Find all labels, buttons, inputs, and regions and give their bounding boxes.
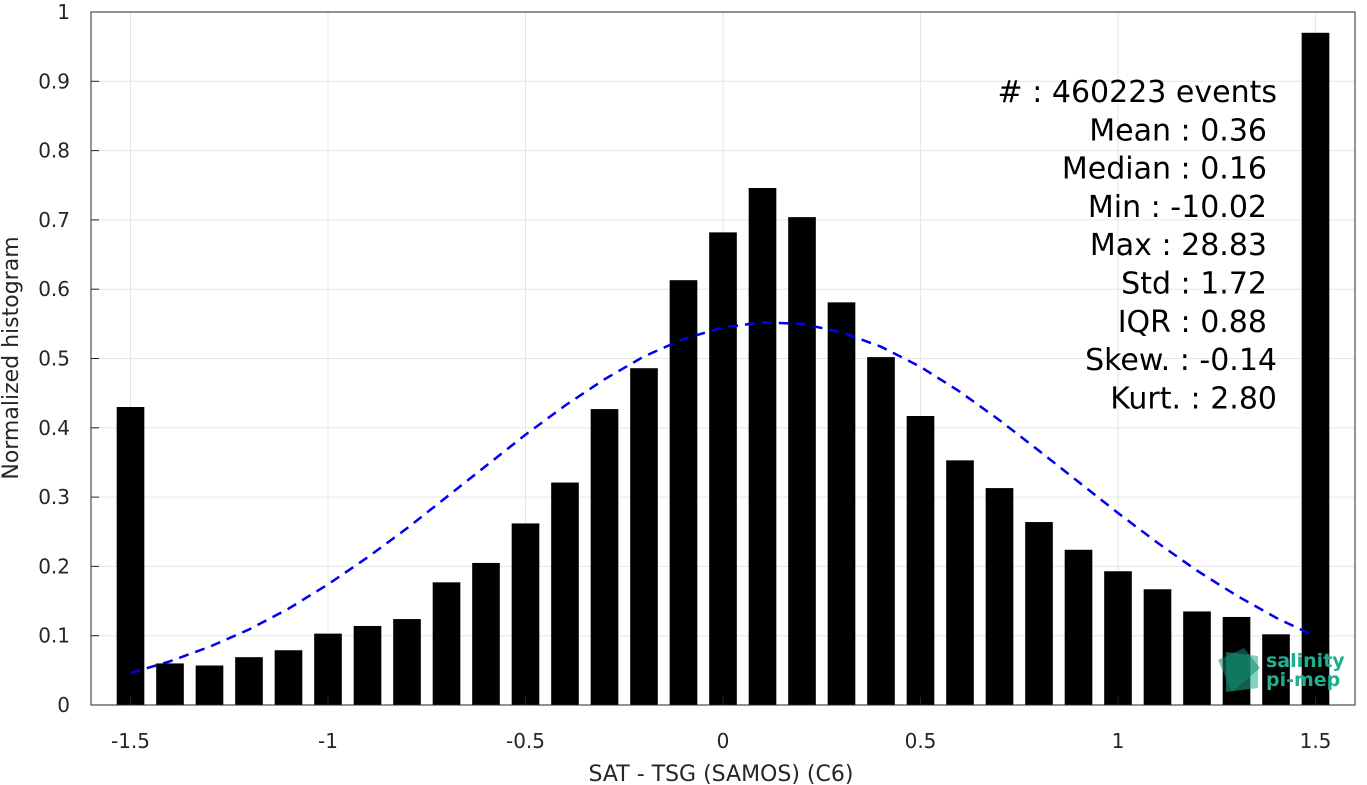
bar	[156, 663, 184, 705]
bar	[1143, 589, 1172, 705]
y-tick-label: 0.1	[38, 624, 70, 648]
bar	[235, 657, 263, 705]
y-tick-label: 0.8	[38, 139, 70, 163]
y-tick-label: 0.2	[38, 554, 70, 578]
x-tick-label: -1	[318, 729, 338, 753]
bar	[788, 217, 816, 706]
bar	[1183, 611, 1211, 705]
bar	[195, 665, 224, 705]
bar	[274, 650, 303, 705]
y-tick-label: 0.3	[38, 485, 70, 509]
stat-line: Median : 0.16	[1062, 152, 1267, 187]
y-tick-label: 0.7	[38, 208, 70, 232]
bar	[551, 482, 579, 705]
y-tick-label: 0.5	[38, 347, 70, 371]
y-tick-label: 0.4	[38, 416, 70, 440]
y-tick-label: 0.6	[38, 277, 70, 301]
stat-line: Std : 1.72	[1121, 267, 1267, 302]
bar	[1301, 32, 1330, 706]
logo-text-line1: salinity	[1266, 650, 1345, 672]
stat-line: IQR : 0.88	[1118, 305, 1267, 340]
bar	[1025, 522, 1053, 705]
bar	[511, 523, 540, 705]
y-tick-label: 0.9	[38, 69, 70, 93]
bar	[116, 407, 145, 705]
bar	[393, 619, 421, 705]
bar	[1104, 571, 1132, 705]
bar	[590, 409, 619, 705]
salinity-pi-mep-logo: salinity pi-mep	[1218, 648, 1345, 692]
logo-mark-shade	[1218, 648, 1260, 692]
x-tick-label: 1.5	[1300, 729, 1332, 753]
bar	[985, 488, 1014, 705]
bar	[353, 625, 382, 705]
stat-line: Min : -10.02	[1088, 190, 1267, 225]
stat-line: Max : 28.83	[1090, 228, 1267, 263]
bar	[314, 633, 342, 705]
bar	[432, 582, 461, 705]
x-axis-label: SAT - TSG (SAMOS) (C6)	[589, 762, 854, 785]
y-tick-label: 1	[57, 0, 70, 24]
x-axis-ticks: -1.5 -1 -0.5 0 0.5 1 1.5	[111, 697, 1331, 753]
y-axis-label: Normalized histogram	[0, 236, 24, 479]
y-tick-label: 0	[57, 693, 70, 717]
bar	[472, 562, 500, 705]
stat-line: Mean : 0.36	[1089, 113, 1267, 148]
bar	[906, 416, 935, 705]
x-tick-label: 0	[717, 729, 730, 753]
bar	[1064, 549, 1093, 705]
bar	[867, 357, 895, 705]
stat-line: # : 460223 events	[998, 75, 1277, 110]
stat-line: Skew. : -0.14	[1085, 343, 1277, 378]
normal-fit-curve	[130, 321, 1317, 675]
bar	[709, 232, 737, 705]
bars	[116, 32, 1330, 706]
y-axis-ticks: 0 0.1 0.2 0.3 0.4 0.5 0.6 0.7 0.8 0.9 1	[38, 0, 99, 717]
x-tick-label: 1	[1112, 729, 1125, 753]
bar	[630, 368, 658, 705]
stat-line: Kurt. : 2.80	[1110, 381, 1277, 416]
x-tick-label: -0.5	[506, 729, 545, 753]
bar	[946, 460, 974, 705]
logo-text-line2: pi-mep	[1266, 669, 1340, 691]
bar	[1262, 634, 1290, 705]
x-tick-label: 0.5	[905, 729, 937, 753]
bar	[748, 188, 777, 706]
bar	[669, 280, 698, 705]
bar	[827, 302, 856, 705]
x-tick-label: -1.5	[111, 729, 150, 753]
